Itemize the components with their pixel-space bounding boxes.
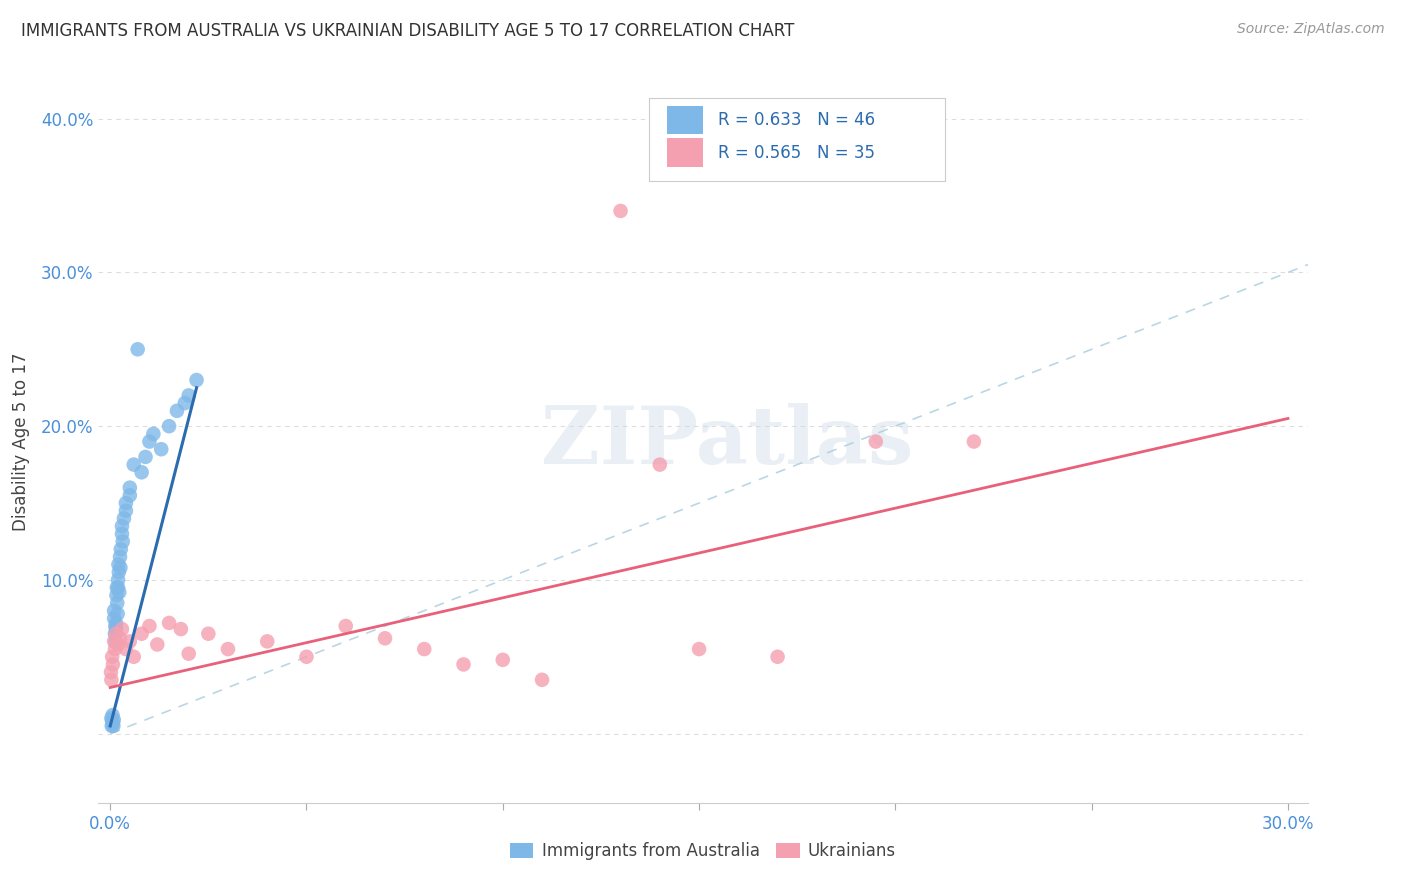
Point <box>166 404 188 418</box>
Point <box>101 708 124 723</box>
Point <box>105 596 128 610</box>
Point <box>688 642 710 657</box>
Point <box>453 657 475 672</box>
Point <box>111 526 134 541</box>
Point <box>103 611 125 625</box>
Point <box>103 634 125 648</box>
Point <box>105 588 128 602</box>
Point <box>177 388 200 402</box>
Point <box>108 549 131 564</box>
Point <box>131 626 153 640</box>
Point <box>170 622 193 636</box>
Point <box>115 642 138 657</box>
Point <box>100 719 122 733</box>
Point <box>108 632 131 646</box>
Point <box>217 642 239 657</box>
Point <box>118 481 141 495</box>
Point <box>115 496 138 510</box>
Text: R = 0.633   N = 46: R = 0.633 N = 46 <box>717 111 875 129</box>
Point <box>103 604 125 618</box>
Point <box>150 442 173 457</box>
Point <box>103 713 125 727</box>
Point <box>111 519 134 533</box>
Point <box>101 657 124 672</box>
Point <box>100 665 122 680</box>
Point <box>101 649 124 664</box>
Point <box>374 632 396 646</box>
Point <box>865 434 887 449</box>
Point <box>101 714 124 729</box>
Point <box>146 637 169 651</box>
Point <box>104 634 127 648</box>
Point <box>100 711 122 725</box>
Point <box>107 581 129 595</box>
Text: ZIPatlas: ZIPatlas <box>541 402 914 481</box>
Point <box>177 647 200 661</box>
FancyBboxPatch shape <box>648 98 945 181</box>
Point <box>107 607 129 621</box>
Point <box>142 426 165 441</box>
Text: R = 0.565   N = 35: R = 0.565 N = 35 <box>717 144 875 161</box>
Point <box>135 450 157 464</box>
Point <box>111 622 134 636</box>
Point <box>115 504 138 518</box>
Point <box>108 585 131 599</box>
Point <box>101 715 124 730</box>
Point <box>107 558 129 572</box>
Point <box>107 637 129 651</box>
Point <box>766 649 789 664</box>
FancyBboxPatch shape <box>666 138 703 167</box>
Point <box>118 488 141 502</box>
Point <box>111 534 134 549</box>
Point <box>105 615 128 630</box>
Point <box>104 626 127 640</box>
Point <box>108 565 131 579</box>
Point <box>107 573 129 587</box>
Point <box>186 373 208 387</box>
Point <box>105 626 128 640</box>
Point <box>295 649 318 664</box>
Point <box>157 615 180 630</box>
Point <box>105 581 128 595</box>
Point <box>104 642 127 657</box>
Point <box>104 619 127 633</box>
Point <box>256 634 278 648</box>
Point <box>173 396 195 410</box>
Point <box>105 622 128 636</box>
Legend: Immigrants from Australia, Ukrainians: Immigrants from Australia, Ukrainians <box>503 836 903 867</box>
Point <box>100 673 122 687</box>
Point <box>138 434 160 449</box>
Point <box>138 619 160 633</box>
Point <box>131 465 153 479</box>
Point <box>531 673 554 687</box>
Point <box>963 434 986 449</box>
Text: Source: ZipAtlas.com: Source: ZipAtlas.com <box>1237 22 1385 37</box>
Point <box>609 203 631 218</box>
Point <box>648 458 671 472</box>
Point <box>122 649 145 664</box>
Point <box>127 343 149 357</box>
Point <box>118 634 141 648</box>
Point <box>335 619 357 633</box>
Point <box>110 542 132 557</box>
Point <box>492 653 515 667</box>
Y-axis label: Disability Age 5 to 17: Disability Age 5 to 17 <box>11 352 30 531</box>
Point <box>157 419 180 434</box>
Point <box>112 511 135 525</box>
FancyBboxPatch shape <box>666 105 703 135</box>
Point <box>110 560 132 574</box>
Text: IMMIGRANTS FROM AUSTRALIA VS UKRAINIAN DISABILITY AGE 5 TO 17 CORRELATION CHART: IMMIGRANTS FROM AUSTRALIA VS UKRAINIAN D… <box>21 22 794 40</box>
Point <box>103 719 125 733</box>
Point <box>197 626 219 640</box>
Point <box>413 642 436 657</box>
Point <box>122 458 145 472</box>
